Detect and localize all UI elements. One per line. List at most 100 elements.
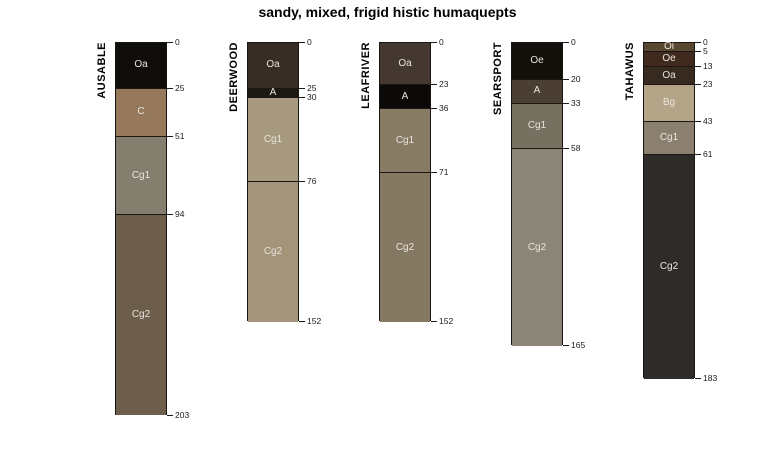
- depth-label: 0: [571, 37, 576, 47]
- depth-tick: [167, 135, 173, 137]
- depth-tick: [299, 87, 305, 89]
- horizon-name: Cg1: [131, 169, 151, 181]
- depth-label: 183: [703, 372, 718, 383]
- depth-label: 13: [703, 60, 713, 71]
- horizon-Oe: Oe: [644, 52, 694, 67]
- horizon-name: Oi: [664, 41, 674, 53]
- horizon-C: C: [116, 88, 166, 137]
- depth-label: 71: [439, 167, 449, 178]
- depth-label: 25: [175, 82, 185, 93]
- depth-label: 23: [439, 79, 449, 90]
- profile-column: Oe A Cg1 Cg2: [511, 42, 563, 346]
- depth-tick: [563, 148, 569, 150]
- horizon-Cg2: Cg2: [644, 154, 694, 379]
- depth-tick: [563, 102, 569, 104]
- series-label: LEAFRIVER: [360, 42, 372, 109]
- horizon-Cg2: Cg2: [116, 215, 166, 416]
- horizon-name: A: [533, 85, 541, 97]
- depth-tick: [695, 51, 701, 53]
- depth-label: 61: [703, 148, 713, 159]
- depth-tick: [299, 320, 305, 322]
- depth-tick: [695, 84, 701, 86]
- horizon-name: Cg2: [263, 246, 283, 258]
- depth-tick: [695, 377, 701, 379]
- horizon-Cg1: Cg1: [248, 98, 298, 183]
- horizon-Cg2: Cg2: [248, 182, 298, 322]
- horizon-name: Cg1: [263, 133, 283, 145]
- depth-tick: [299, 181, 305, 183]
- profile-column: Oa A Cg1 Cg2: [247, 42, 299, 322]
- depth-tick: [167, 87, 173, 89]
- horizon-name: Bg: [662, 97, 676, 109]
- depth-tick: [695, 65, 701, 67]
- depth-tick: [431, 320, 437, 322]
- depth-label: 165: [571, 339, 586, 350]
- depth-tick: [431, 84, 437, 86]
- profile-column: Oa A Cg1 Cg2: [379, 42, 431, 322]
- horizon-Oa: Oa: [380, 43, 430, 86]
- depth-label: 0: [439, 37, 444, 47]
- depth-label: 33: [571, 97, 581, 108]
- horizon-Cg1: Cg1: [380, 109, 430, 174]
- profile-column: Oa C Cg1 Cg2: [115, 42, 167, 416]
- horizon-Oa: Oa: [248, 43, 298, 89]
- depth-label: 0: [703, 37, 708, 47]
- depth-label: 51: [175, 130, 185, 141]
- depth-label: 203: [175, 409, 190, 420]
- horizon-Cg1: Cg1: [116, 136, 166, 216]
- horizon-Cg2: Cg2: [380, 173, 430, 322]
- depth-label: 30: [307, 92, 317, 103]
- horizon-name: Oa: [662, 69, 676, 81]
- depth-tick: [167, 414, 173, 416]
- horizon-Oe: Oe: [512, 43, 562, 80]
- depth-label: 58: [571, 143, 581, 154]
- horizon-name: Oe: [530, 54, 544, 66]
- series-label: AUSABLE: [96, 42, 108, 99]
- horizon-Cg1: Cg1: [644, 121, 694, 155]
- horizon-name: A: [401, 90, 409, 102]
- depth-tick: [167, 214, 173, 216]
- depth-label: 5: [703, 46, 708, 57]
- depth-tick: [563, 344, 569, 346]
- horizon-Oa: Oa: [644, 66, 694, 86]
- horizon-name: Cg2: [395, 241, 415, 253]
- profile-column: Oi Oe Oa Bg Cg1 Cg2: [643, 41, 695, 379]
- depth-label: 76: [307, 176, 317, 187]
- depth-tick: [695, 120, 701, 122]
- horizon-name: Oa: [398, 57, 412, 69]
- horizon-name: Cg2: [131, 309, 151, 321]
- series-label: TAHAWUS: [624, 42, 636, 101]
- horizon-name: Cg2: [527, 241, 547, 253]
- horizon-name: Cg1: [395, 134, 415, 146]
- depth-tick: [563, 42, 569, 43]
- horizon-name: Oa: [134, 59, 148, 71]
- depth-tick: [695, 153, 701, 155]
- series-label: DEERWOOD: [228, 42, 240, 112]
- depth-label: 152: [307, 315, 322, 326]
- horizon-A: A: [380, 85, 430, 110]
- series-label: SEARSPORT: [492, 42, 504, 115]
- depth-tick: [299, 97, 305, 99]
- horizon-name: Oa: [266, 59, 280, 71]
- chart-title: sandy, mixed, frigid histic humaquepts: [258, 4, 517, 20]
- horizon-Cg1: Cg1: [512, 103, 562, 150]
- horizon-name: Oe: [662, 53, 676, 64]
- depth-label: 25: [307, 82, 317, 93]
- depth-label: 23: [703, 79, 713, 90]
- horizon-Bg: Bg: [644, 85, 694, 122]
- horizon-A: A: [248, 86, 298, 99]
- depth-label: 20: [571, 73, 581, 84]
- depth-label: 0: [175, 37, 180, 47]
- horizon-name: Cg1: [659, 131, 679, 143]
- depth-tick: [167, 42, 173, 43]
- depth-label: 152: [439, 315, 454, 326]
- depth-tick: [299, 42, 305, 43]
- depth-label: 94: [175, 209, 185, 220]
- horizon-Oa: Oa: [116, 43, 166, 89]
- horizon-name: Cg2: [659, 260, 679, 272]
- depth-tick: [695, 42, 701, 43]
- depth-tick: [431, 172, 437, 174]
- horizon-name: A: [269, 86, 277, 98]
- depth-label: 0: [307, 37, 312, 47]
